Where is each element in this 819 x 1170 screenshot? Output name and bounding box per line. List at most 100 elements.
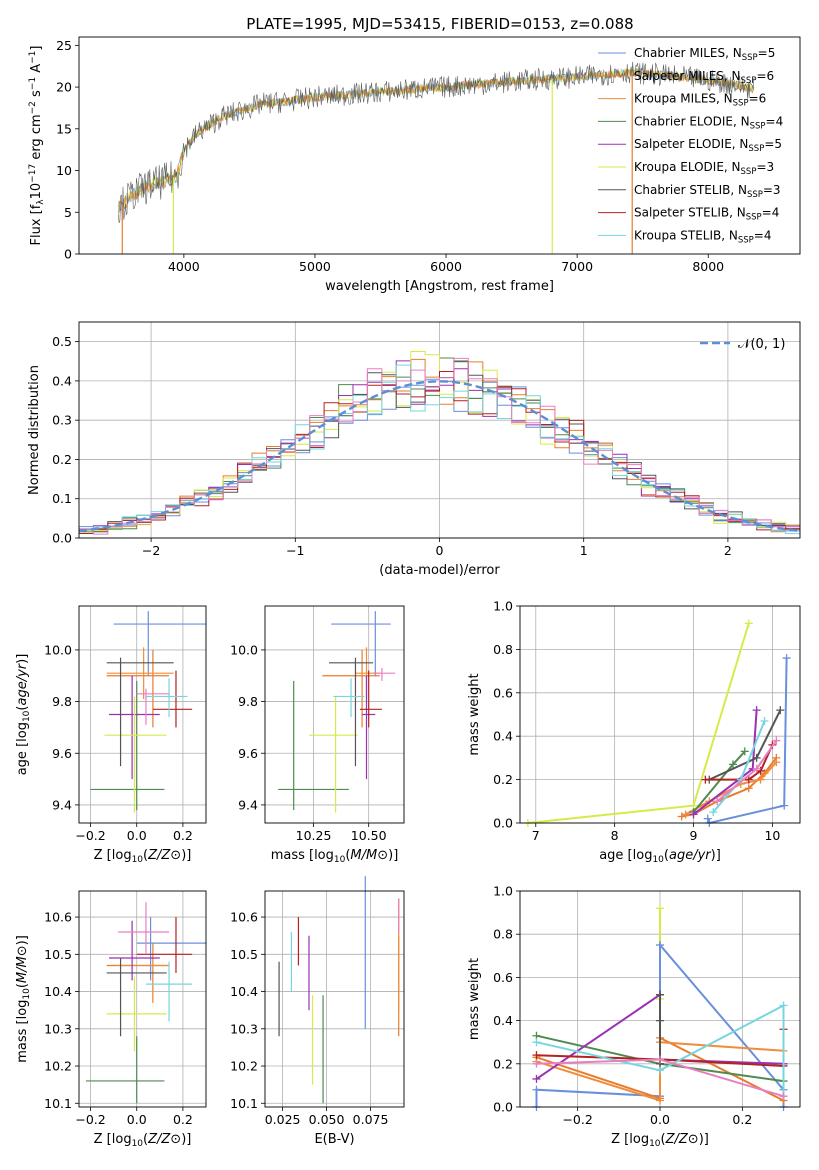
axis-label-part: ] — [29, 46, 44, 51]
legend-subscript: SSP — [741, 167, 757, 177]
x-tick-label: 10.50 — [351, 828, 387, 843]
y-tick-label: 9.8 — [238, 694, 258, 709]
panel-mass_vs_Z: −0.2 0.0 0.2 10.1 10.2 10.3 10.4 10.5 10.6 Z [log… — [15, 890, 207, 1149]
weight-marker — [703, 814, 712, 823]
figure-title: PLATE=1995, MJD=53415, FIBERID=0153, z=0… — [246, 15, 633, 33]
weight-marker — [532, 1051, 541, 1060]
legend-text: =3 — [763, 183, 781, 197]
panel-residuals: −2 −1 0 1 2 0.0 0.1 0.2 0.3 0.4 0.5 𝒩(0, 1) (data-mo… — [27, 321, 801, 578]
plot-area-age_vs_mass — [278, 611, 396, 813]
axes-frame — [264, 890, 405, 1108]
weight-marker — [713, 797, 722, 806]
weight-marker — [701, 775, 710, 784]
y-tick-label: 9.8 — [52, 694, 72, 709]
axis-label-part: Z [log — [94, 1132, 132, 1147]
weight-marker — [779, 1092, 788, 1101]
x-tick-label: 8000 — [692, 259, 724, 274]
axis-label-part: age [log — [599, 848, 652, 863]
axis-label-part: E(B-V) — [314, 1132, 354, 1147]
y-tick-label: 0.2 — [52, 452, 72, 467]
weight-marker — [744, 619, 753, 628]
x-tick-label: 7 — [532, 828, 540, 843]
axis-label-part: −2 — [28, 101, 38, 114]
x-tick-label: −0.2 — [75, 828, 105, 843]
axis-label-part: wavelength [Angstrom, rest frame] — [325, 279, 554, 294]
weight-marker — [709, 808, 718, 817]
panel-mass_vs_ebv: 0.025 0.050 0.075 10.1 10.2 10.3 10.4 10.5 10.6 E… — [230, 876, 405, 1147]
axis-label-part: −1 — [28, 77, 38, 90]
legend-text: =3 — [756, 160, 774, 174]
weight-marker — [728, 760, 737, 769]
y-tick-label: 10.4 — [44, 984, 72, 999]
axis-label-part: mass [log — [271, 848, 334, 863]
age_vs_Z-y-label: age [log10(age/yr)] — [15, 654, 32, 776]
y-tick-label: 15 — [56, 121, 72, 136]
age_vs_Z-x-label: Z [log10(Z/Z⊙)] — [94, 848, 192, 865]
axis-label-part: 10 — [649, 1139, 661, 1149]
weight-marker — [782, 654, 791, 663]
axis-label-part: Z/Z⊙ — [147, 1132, 181, 1147]
weight-series — [705, 744, 774, 781]
weight-marker — [756, 775, 765, 784]
panel-age_vs_Z: −0.2 0.0 0.29.49.69.810.0Z [log10(Z/Z⊙)]ag… — [15, 605, 207, 865]
axis-label-part: 10 — [334, 855, 346, 865]
x-tick-label: 1 — [580, 543, 588, 558]
weight-marker — [656, 1016, 664, 1025]
panel-spectrum: 4000 5000 6000 7000 8000 0 5 10 15 20 25 wavelength… — [28, 36, 801, 294]
legend-text: Chabrier ELODIE, N — [634, 114, 750, 128]
x-tick-label: 0.2 — [732, 1112, 752, 1127]
axes-frame — [264, 605, 405, 824]
weight-series — [706, 658, 788, 825]
axis-label-part: age/yr — [15, 662, 30, 705]
legend-text: Kroupa STELIB, N — [634, 228, 738, 242]
plot-area-mass_vs_Z — [85, 902, 206, 1104]
axis-label-part: 10 — [29, 183, 44, 200]
y-tick-label: 0.8 — [493, 927, 513, 942]
weight-marker — [656, 1066, 664, 1075]
y-tick-label: 0.4 — [493, 1013, 513, 1028]
axis-label-part: (data-model)/error — [379, 563, 500, 578]
weight-marker — [752, 706, 761, 715]
axis-label-part: ( — [143, 1132, 148, 1147]
y-tick-label: 9.4 — [238, 797, 258, 812]
y-tick-label: 10 — [56, 163, 72, 178]
x-tick-label: 0.0 — [127, 828, 147, 843]
weight-marker — [532, 1074, 541, 1083]
spectrum-y-label: Flux [fλ10−17 erg cm−2 s−1 A−1] — [28, 46, 46, 246]
axis-label-part: M/M⊙ — [350, 848, 388, 863]
x-tick-label: 0.0 — [127, 1112, 147, 1127]
y-tick-label: 10.5 — [44, 947, 72, 962]
legend-text: =4 — [754, 228, 772, 242]
x-tick-label: 0.050 — [309, 1112, 345, 1127]
axis-label-part: λ — [36, 199, 46, 205]
y-tick-label: 0.5 — [52, 334, 72, 349]
mass_vs_Z-y-label: mass [log10(M/M⊙)] — [15, 935, 32, 1063]
plot-area-residuals — [78, 351, 801, 535]
residuals-x-label: (data-model)/error — [379, 563, 500, 578]
weight_vs_age-y-label: mass weight — [467, 673, 482, 755]
legend-subscript: SSP — [733, 99, 749, 109]
y-tick-label: 0 — [64, 247, 72, 262]
axis-label-part: Z/Z⊙ — [665, 1132, 699, 1147]
axis-label-part: 10 — [132, 855, 144, 865]
weight-marker — [752, 753, 761, 762]
y-tick-label: 0.0 — [493, 1100, 513, 1115]
legend-text: =5 — [764, 137, 782, 151]
axis-label-part: 10 — [22, 988, 32, 1000]
axis-label-part: )] — [181, 1132, 191, 1147]
legend-text: Kroupa MILES, N — [634, 92, 733, 106]
x-tick-label: 0.0 — [650, 1112, 670, 1127]
x-tick-label: −0.2 — [75, 1112, 105, 1127]
x-tick-label: 8 — [611, 828, 619, 843]
x-tick-label: 0.075 — [353, 1112, 389, 1127]
axis-label-part: A — [29, 64, 44, 77]
legend-entry: Chabrier STELIB, NSSP=3 — [634, 183, 781, 200]
y-tick-label: 0.4 — [493, 729, 513, 744]
mass_vs_Z-x-label: Z [log10(Z/Z⊙)] — [94, 1132, 192, 1149]
weight-marker — [744, 784, 753, 793]
axis-label-part: ( — [15, 983, 30, 988]
axis-label-part: Normed distribution — [27, 365, 42, 495]
axes-frame — [78, 890, 207, 1108]
